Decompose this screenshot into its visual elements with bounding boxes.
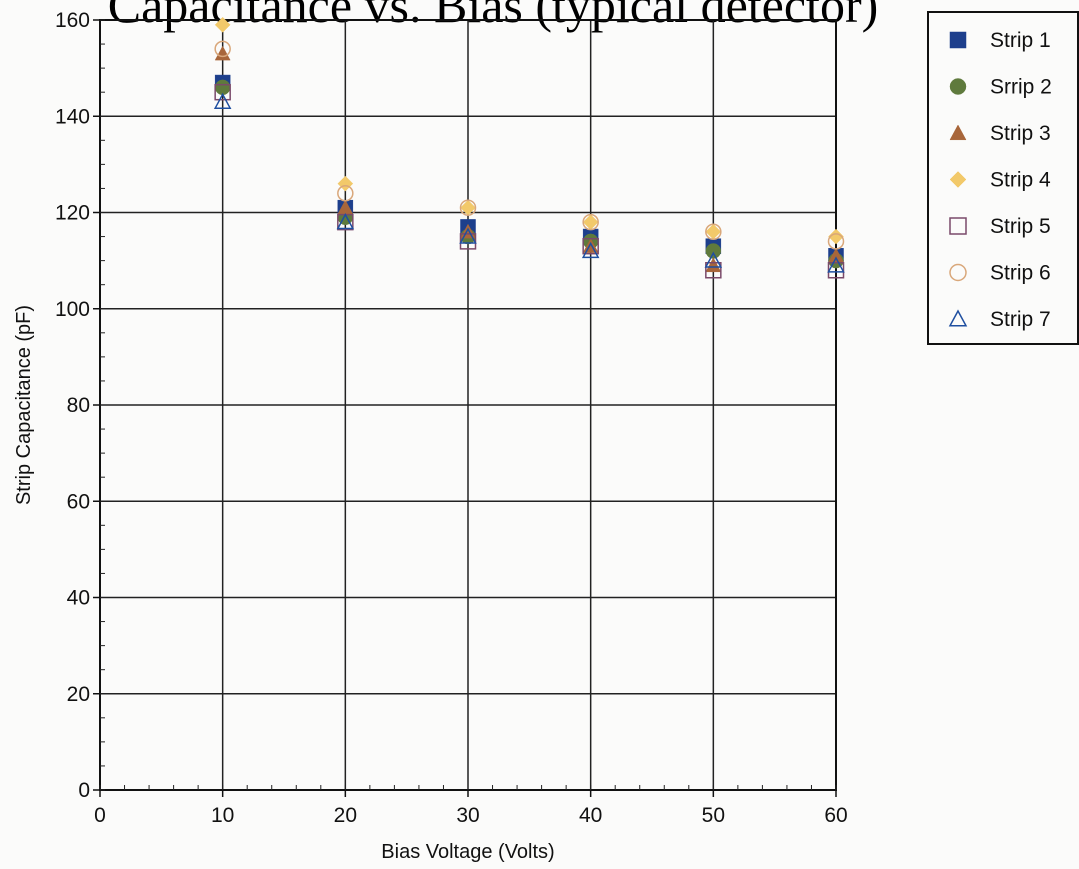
legend-marker	[949, 124, 967, 141]
chart-title: Capacitance vs. Bias (typical detector)	[108, 0, 879, 33]
legend-entry: Strip 6	[949, 262, 1051, 285]
legend-label: Strip 6	[990, 262, 1051, 285]
legend-entry: Strip 7	[948, 308, 1051, 331]
legend-marker	[949, 78, 967, 95]
y-tick-label: 20	[67, 683, 90, 706]
legend-marker	[949, 31, 967, 49]
series-4	[214, 16, 844, 245]
x-tick-label: 20	[334, 804, 357, 827]
y-tick-label: 100	[55, 298, 90, 321]
x-tick-label: 10	[211, 804, 234, 827]
legend-marker	[948, 309, 968, 327]
data-point	[827, 233, 845, 250]
data-point	[213, 92, 232, 109]
minor-ticks	[99, 19, 837, 791]
data-point	[828, 228, 844, 245]
x-axis-label: Bias Voltage (Volts)	[381, 841, 554, 863]
y-tick-label: 40	[67, 587, 90, 610]
data-point	[705, 262, 722, 279]
data-points	[213, 16, 845, 279]
legend-label: Srrip 2	[990, 76, 1052, 99]
data-point	[705, 257, 722, 273]
x-axis: 0 10 20 30 40 50 60	[94, 790, 848, 827]
y-tick-label: 0	[78, 779, 90, 802]
legend-entry: Strip 5	[949, 215, 1051, 238]
data-point	[214, 40, 231, 58]
data-point	[336, 213, 355, 230]
data-point	[214, 16, 231, 33]
legend-entry: Srrip 2	[949, 76, 1052, 99]
y-tick-label: 60	[67, 490, 90, 513]
data-point	[827, 256, 845, 273]
data-point	[214, 83, 231, 101]
legend-entry: Strip 1	[949, 29, 1051, 52]
legend-entry: Strip 4	[949, 169, 1051, 192]
legend-label: Strip 1	[990, 29, 1051, 52]
series-7	[213, 92, 845, 273]
data-point	[581, 241, 600, 259]
y-axis: 0 20 40 60 80 100 120 140 160	[55, 9, 100, 802]
x-tick-label: 30	[456, 804, 479, 827]
data-point	[459, 199, 477, 216]
data-point	[705, 243, 722, 259]
y-tick-label: 160	[55, 9, 90, 32]
data-point	[582, 213, 599, 231]
data-point	[214, 45, 231, 61]
y-tick-label: 120	[55, 202, 90, 225]
y-tick-label: 80	[67, 394, 90, 417]
data-point	[705, 223, 722, 240]
legend-marker	[949, 217, 967, 235]
legend-label: Strip 7	[990, 308, 1051, 331]
y-axis-label: Strip Capacitance (pF)	[13, 305, 35, 505]
x-tick-label: 40	[579, 804, 602, 827]
legend-entry: Strip 3	[949, 122, 1051, 145]
data-point	[337, 185, 354, 202]
y-tick-label: 140	[55, 105, 90, 128]
data-point	[459, 227, 477, 244]
legend: Strip 1 Srrip 2 Strip 3 Strip 4 Strip 5 Strip…	[927, 11, 1079, 345]
data-point	[214, 79, 231, 96]
series-6	[214, 40, 845, 250]
x-tick-label: 50	[702, 804, 725, 827]
x-tick-label: 0	[94, 804, 106, 827]
x-tick-label: 60	[824, 804, 847, 827]
data-point	[582, 237, 599, 255]
legend-marker	[949, 171, 967, 188]
legend-marker	[949, 263, 967, 282]
data-point	[704, 251, 723, 268]
legend-label: Strip 3	[990, 122, 1051, 145]
legend-label: Strip 4	[990, 169, 1051, 192]
legend-label: Strip 5	[990, 215, 1051, 238]
